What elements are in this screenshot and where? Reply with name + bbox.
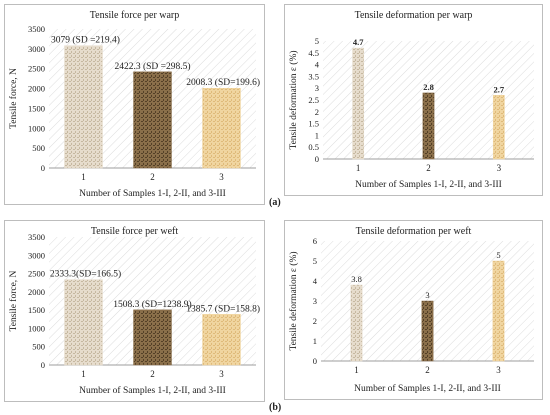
y-tick-label: 6 (313, 236, 317, 246)
data-label: 3 (425, 290, 429, 300)
chart-panel-deformation-weft: Tensile deformation per weft 0 1 2 3 4 5 6 Tensi… (284, 220, 543, 400)
x-tick-label: 3 (497, 163, 502, 173)
y-tick-label: 1 (315, 130, 319, 140)
data-label: 2333.3(SD=166.5) (50, 269, 121, 280)
y-tick-label: 0 (313, 356, 317, 366)
chart-svg: Tensile deformation per weft 0 1 2 3 4 5 6 Tensi… (288, 226, 534, 394)
chart-svg: Tensile deformation per warp00.511.522.5… (288, 10, 534, 190)
data-label: 2.7 (494, 84, 505, 94)
y-tick-label: 0 (41, 360, 45, 370)
chart-panel-force-weft: Tensile force per weft 0 500 1000 1500 2000 25… (4, 220, 265, 402)
bar-1 (352, 47, 365, 160)
chart-panel-force-warp: Tensile force per warp 0 500 1000 1500 2000 25… (4, 4, 265, 205)
y-tick-label: 1 (313, 336, 317, 346)
y-tick-label: 500 (32, 143, 45, 153)
y-tick-label: 3.5 (308, 71, 319, 81)
chart-svg: Tensile force per weft 0 500 1000 1500 2000 25… (8, 226, 260, 396)
bar-1 (64, 279, 103, 366)
chart-title: Tensile force per warp (90, 10, 180, 21)
y-tick-label: 1500 (28, 103, 45, 113)
data-label: 2422.3 (SD =298.5) (114, 61, 190, 72)
y-tick-label: 2500 (28, 64, 45, 74)
subfigure-label-b: (b) (269, 402, 282, 413)
x-tick-label: 2 (150, 172, 155, 182)
y-tick-label: 500 (32, 342, 45, 352)
x-axis-title: Number of Samples 1-I, 2-II, and 3-III (354, 383, 501, 394)
y-tick-label: 1000 (28, 323, 45, 333)
y-tick-label: 5 (313, 256, 317, 266)
y-tick-label: 2000 (28, 287, 45, 297)
y-tick-label: 2500 (28, 269, 45, 279)
x-axis-title: Number of Samples 1-I, 2-II, and 3-III (79, 385, 226, 396)
data-label: 3079 (SD =219.4) (51, 35, 120, 46)
data-label: 1508.3 (SD=1238.9) (113, 299, 191, 310)
x-axis-title: Number of Samples 1-I, 2-II, and 3-III (79, 188, 226, 199)
bar-1 (350, 284, 363, 362)
y-axis-title: Tensile deformation ε (%) (288, 251, 299, 350)
y-axis-title: Tensile force, N (8, 270, 19, 331)
data-label: 1385.7 (SD=158.8) (186, 303, 260, 314)
y-tick-label: 2000 (28, 84, 45, 94)
y-tick-label: 3000 (28, 250, 45, 260)
x-axis-title: Number of Samples 1-I, 2-II, and 3-III (355, 179, 502, 190)
bar-3 (492, 95, 505, 160)
y-tick-label: 2 (313, 316, 317, 326)
x-tick-label: 1 (81, 172, 86, 182)
y-tick-label: 3 (315, 83, 319, 93)
bar-3 (202, 87, 241, 169)
chart-title: Tensile deformation per weft (356, 226, 472, 237)
data-label: 2008.3 (SD=199.6) (186, 77, 260, 88)
x-tick-label: 3 (219, 369, 224, 379)
y-tick-label: 2.5 (308, 95, 319, 105)
chart-svg: Tensile force per warp 0 500 1000 1500 2000 25… (8, 10, 260, 199)
chart-title: Tensile force per weft (91, 226, 179, 237)
x-tick-label: 2 (150, 369, 155, 379)
bar-2 (421, 300, 434, 362)
y-tick-label: 0 (315, 154, 319, 164)
data-label: 5 (496, 250, 500, 260)
y-tick-label: 0.5 (308, 142, 319, 152)
bar-3 (202, 314, 241, 366)
bar-2 (422, 92, 435, 160)
bar-2 (133, 309, 172, 366)
y-tick-label: 5 (315, 36, 319, 46)
y-axis-title: Tensile force, N (8, 68, 19, 129)
y-tick-label: 1500 (28, 305, 45, 315)
x-tick-label: 1 (81, 369, 86, 379)
y-axis-title: Tensile deformation ε (%) (288, 50, 299, 149)
x-tick-label: 2 (425, 365, 430, 375)
y-tick-label: 4 (315, 60, 320, 70)
y-tick-label: 1000 (28, 123, 45, 133)
x-tick-label: 1 (356, 163, 361, 173)
bar-1 (64, 45, 103, 169)
chart-panel-deformation-warp: Tensile deformation per warp 0 0.5 1 1.5 2 2.5… (284, 4, 543, 196)
y-tick-label: 1.5 (308, 119, 319, 129)
subfigure-label-a: (a) (269, 197, 281, 208)
x-tick-label: 2 (426, 163, 431, 173)
y-tick-label: 3 (313, 296, 317, 306)
y-tick-label: 3500 (28, 232, 45, 242)
y-tick-label: 0 (41, 163, 45, 173)
chart-title: Tensile deformation per warp (355, 10, 473, 21)
data-label: 3.8 (351, 274, 362, 284)
x-tick-label: 3 (219, 172, 224, 182)
y-tick-label: 3000 (28, 44, 45, 54)
data-label: 4.7 (353, 37, 364, 47)
x-tick-label: 1 (354, 365, 359, 375)
y-tick-label: 4 (313, 276, 318, 286)
x-tick-label: 3 (496, 365, 501, 375)
bar-3 (492, 260, 505, 362)
bar-2 (133, 71, 172, 169)
y-tick-label: 4.5 (308, 48, 319, 58)
data-label: 2.8 (423, 82, 434, 92)
y-tick-label: 3500 (28, 24, 45, 34)
y-tick-label: 2 (315, 107, 319, 117)
